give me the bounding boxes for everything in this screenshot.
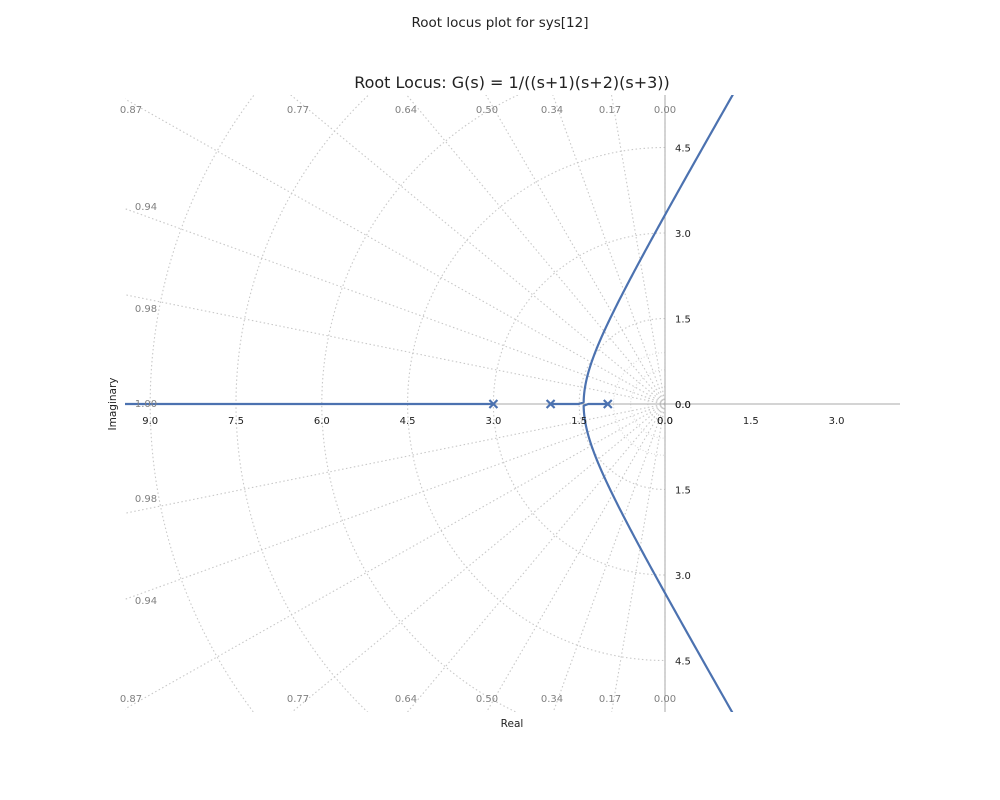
pole-marker bbox=[603, 399, 613, 409]
damping-label-side: 0.98 bbox=[135, 304, 157, 315]
wn-circle bbox=[407, 146, 666, 662]
damping-ray bbox=[291, 403, 666, 712]
damping-label-bottom: 0.00 bbox=[654, 694, 676, 705]
damping-ray bbox=[125, 294, 666, 405]
damping-label-side: 0.94 bbox=[135, 202, 157, 213]
y-tick-label: 1.5 bbox=[675, 315, 691, 326]
x-tick-label: 7.5 bbox=[228, 416, 244, 427]
damping-label-top: 0.17 bbox=[599, 105, 621, 116]
damping-label-top: 0.34 bbox=[541, 105, 563, 116]
y-tick-label: 4.5 bbox=[675, 657, 691, 668]
wn-circle bbox=[149, 95, 255, 712]
x-tick-label: 3.0 bbox=[829, 416, 845, 427]
damping-label-center: 1.00 bbox=[135, 399, 157, 410]
figure-suptitle: Root locus plot for sys[12] bbox=[412, 15, 589, 31]
damping-ray bbox=[406, 95, 666, 405]
damping-ray bbox=[406, 403, 666, 712]
wn-circle bbox=[578, 317, 666, 491]
damping-ray bbox=[289, 95, 666, 405]
damping-ray bbox=[552, 403, 666, 712]
damping-ray bbox=[125, 98, 666, 405]
damping-grid bbox=[125, 95, 666, 712]
locus-branch-upper bbox=[549, 95, 734, 406]
y-tick-label: 3.0 bbox=[675, 571, 691, 582]
x-tick-label: 1.5 bbox=[571, 416, 587, 427]
damping-ray bbox=[125, 403, 666, 600]
damping-ray bbox=[125, 403, 666, 514]
damping-label-top: 0.77 bbox=[287, 105, 309, 116]
y-tick-label: 4.5 bbox=[675, 144, 691, 155]
x-tick-label: 1.5 bbox=[743, 416, 759, 427]
damping-ray bbox=[611, 403, 666, 712]
damping-ray bbox=[125, 208, 666, 405]
x-tick-label: 0.0 bbox=[657, 416, 673, 427]
damping-label-side: 0.98 bbox=[135, 494, 157, 505]
wn-circle bbox=[235, 95, 370, 712]
damping-label-bottom: 0.50 bbox=[476, 694, 498, 705]
damping-label-top: 0.00 bbox=[654, 105, 676, 116]
locus-branch-lower bbox=[582, 402, 734, 712]
grid-labels: 0.00 0.17 0.34 0.50 0.64 0.77 0.87 0.00 0.17 0.34… bbox=[120, 105, 676, 705]
chart-title: Root Locus: G(s) = 1/((s+1)(s+2)(s+3)) bbox=[354, 73, 670, 92]
damping-label-bottom: 0.64 bbox=[395, 694, 417, 705]
damping-label-bottom: 0.34 bbox=[541, 694, 563, 705]
wn-circle-small bbox=[647, 386, 666, 422]
ticks: 9.0 7.5 6.0 4.5 3.0 1.5 0.00.0 1.5 3.04.53.01.50… bbox=[142, 144, 844, 668]
x-tick-label: 9.0 bbox=[142, 416, 158, 427]
damping-ray bbox=[552, 95, 666, 405]
damping-ray bbox=[485, 95, 666, 405]
x-tick-label: 3.0 bbox=[485, 416, 501, 427]
damping-ray bbox=[610, 95, 666, 405]
pole-marker bbox=[545, 399, 556, 409]
x-tick-label: 0.0 bbox=[657, 416, 673, 427]
damping-ray bbox=[485, 403, 666, 712]
wn-circle bbox=[321, 95, 520, 712]
y-tick-label: 1.5 bbox=[675, 486, 691, 497]
damping-label-bottom: 0.17 bbox=[599, 694, 621, 705]
x-tick-label: 6.0 bbox=[314, 416, 330, 427]
x-tick-label: 4.5 bbox=[400, 416, 416, 427]
y-tick-label: 3.0 bbox=[675, 229, 691, 240]
damping-label-top: 0.50 bbox=[476, 105, 498, 116]
damping-label-bottom: 0.77 bbox=[287, 694, 309, 705]
pole-marker bbox=[488, 399, 499, 409]
damping-label-top: 0.87 bbox=[120, 105, 142, 116]
y-axis-label: Imaginary bbox=[107, 378, 119, 431]
x-axis-label: Real bbox=[501, 718, 524, 730]
damping-label-bottom: 0.87 bbox=[120, 694, 142, 705]
poles bbox=[488, 399, 613, 409]
damping-label-side: 0.94 bbox=[135, 596, 157, 607]
y-tick-label: 0.0 bbox=[675, 400, 691, 411]
damping-ray bbox=[125, 403, 666, 710]
damping-label-top: 0.64 bbox=[395, 105, 417, 116]
y-tick-label: 0.0 bbox=[675, 400, 691, 411]
